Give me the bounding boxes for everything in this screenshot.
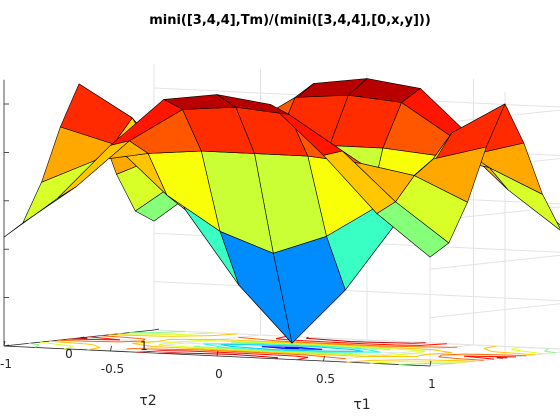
y-tick-label: 1	[140, 339, 148, 353]
x-tick-label: -1	[0, 357, 12, 371]
chart-title: mini([3,4,4],Tm)/(mini([3,4,4],[0,x,y]))	[149, 13, 431, 28]
y-tick-label: 0	[65, 347, 73, 361]
x-tick-label: 0	[215, 367, 223, 381]
y-axis-label: τ2	[139, 393, 156, 409]
x-axis-label: τ1	[353, 397, 370, 413]
x-tick-label: -0.5	[101, 362, 124, 376]
surface-mesh	[4, 79, 560, 344]
x-tick-label: 0.5	[316, 372, 335, 386]
x-tick-label: 1	[428, 377, 436, 391]
